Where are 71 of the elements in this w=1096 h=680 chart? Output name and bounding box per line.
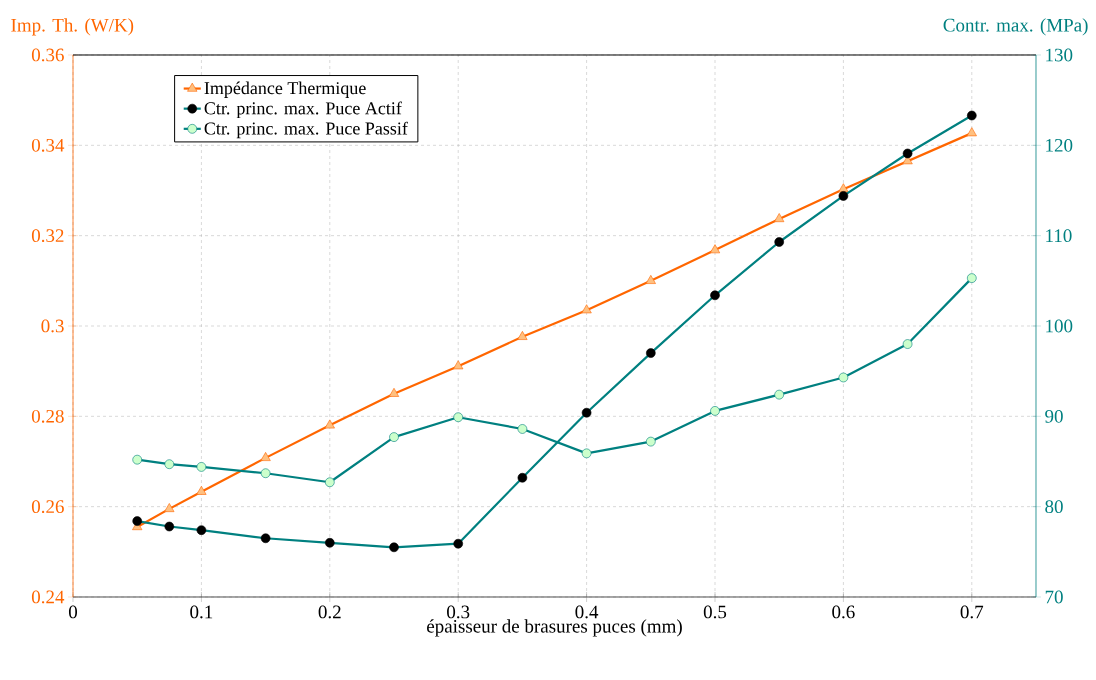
legend-label: Ctr. princ. max. Puce Passif bbox=[204, 121, 408, 139]
point bbox=[838, 372, 849, 383]
point bbox=[902, 339, 913, 349]
point bbox=[164, 503, 175, 512]
y-tick-label: 0.32 bbox=[31, 229, 64, 243]
point bbox=[196, 525, 207, 535]
point bbox=[324, 419, 335, 429]
point bbox=[581, 407, 592, 418]
point bbox=[196, 485, 207, 495]
y-tick-label: 0.26 bbox=[31, 500, 64, 514]
point bbox=[453, 538, 463, 549]
point bbox=[164, 459, 175, 469]
point bbox=[453, 360, 464, 370]
y2-axis-title: Contr. max. (MPa) bbox=[943, 18, 1088, 36]
point bbox=[164, 521, 175, 532]
point bbox=[774, 389, 784, 400]
point bbox=[260, 533, 271, 544]
y-tick-label: 0.28 bbox=[31, 409, 64, 423]
legend-label: Impédance Thermique bbox=[204, 81, 366, 98]
point bbox=[389, 432, 399, 442]
y-tick-label: 0.24 bbox=[31, 590, 65, 604]
point bbox=[453, 412, 463, 423]
x-tick-label: 0.4 bbox=[575, 605, 599, 619]
point bbox=[646, 348, 656, 358]
x-tick-label: 0.6 bbox=[832, 605, 855, 619]
point bbox=[196, 462, 207, 472]
x-tick-label: 0.3 bbox=[447, 605, 470, 619]
point bbox=[325, 477, 335, 488]
y-tick-label: 0.34 bbox=[31, 138, 65, 152]
y2-tick-label: 130 bbox=[1046, 48, 1073, 62]
point bbox=[389, 542, 399, 553]
point bbox=[645, 275, 656, 284]
point bbox=[967, 273, 977, 283]
point bbox=[838, 183, 849, 193]
x-tick-label: 0 bbox=[68, 605, 78, 619]
point bbox=[581, 448, 592, 459]
y2-tick-label: 120 bbox=[1046, 138, 1073, 152]
point bbox=[709, 244, 721, 254]
x-axis-title: épaisseur de brasures puces (mm) bbox=[427, 619, 682, 637]
point bbox=[388, 387, 400, 397]
y-tick-label: 0.36 bbox=[31, 48, 64, 62]
y2-tick-label: 70 bbox=[1045, 590, 1063, 604]
point bbox=[260, 468, 271, 479]
y2-tick-label: 80 bbox=[1045, 500, 1063, 514]
point bbox=[774, 213, 785, 222]
point bbox=[517, 424, 528, 434]
y2-tick-label: 100 bbox=[1046, 319, 1073, 333]
x-tick-label: 0.7 bbox=[960, 605, 984, 619]
point bbox=[966, 127, 977, 137]
point bbox=[710, 290, 720, 301]
point bbox=[902, 148, 913, 159]
y-tick-label: 0.3 bbox=[41, 319, 64, 333]
y-axis-title: Imp. Th. (W/K) bbox=[11, 18, 134, 36]
point bbox=[325, 537, 335, 548]
legend-label: Ctr. princ. max. Puce Actif bbox=[204, 101, 402, 119]
point bbox=[646, 436, 656, 447]
y2-tick-label: 90 bbox=[1045, 409, 1063, 423]
point bbox=[838, 191, 849, 201]
point bbox=[517, 331, 528, 340]
point bbox=[132, 516, 143, 526]
point bbox=[517, 472, 528, 483]
point bbox=[260, 452, 271, 461]
point bbox=[581, 304, 592, 314]
point bbox=[774, 237, 784, 247]
point bbox=[132, 454, 143, 465]
point bbox=[710, 406, 720, 416]
y2-tick-label: 110 bbox=[1046, 229, 1072, 243]
x-tick-label: 0.5 bbox=[703, 605, 727, 619]
point bbox=[967, 110, 977, 121]
x-tick-label: 0.1 bbox=[190, 605, 213, 619]
x-tick-label: 0.2 bbox=[318, 605, 341, 619]
